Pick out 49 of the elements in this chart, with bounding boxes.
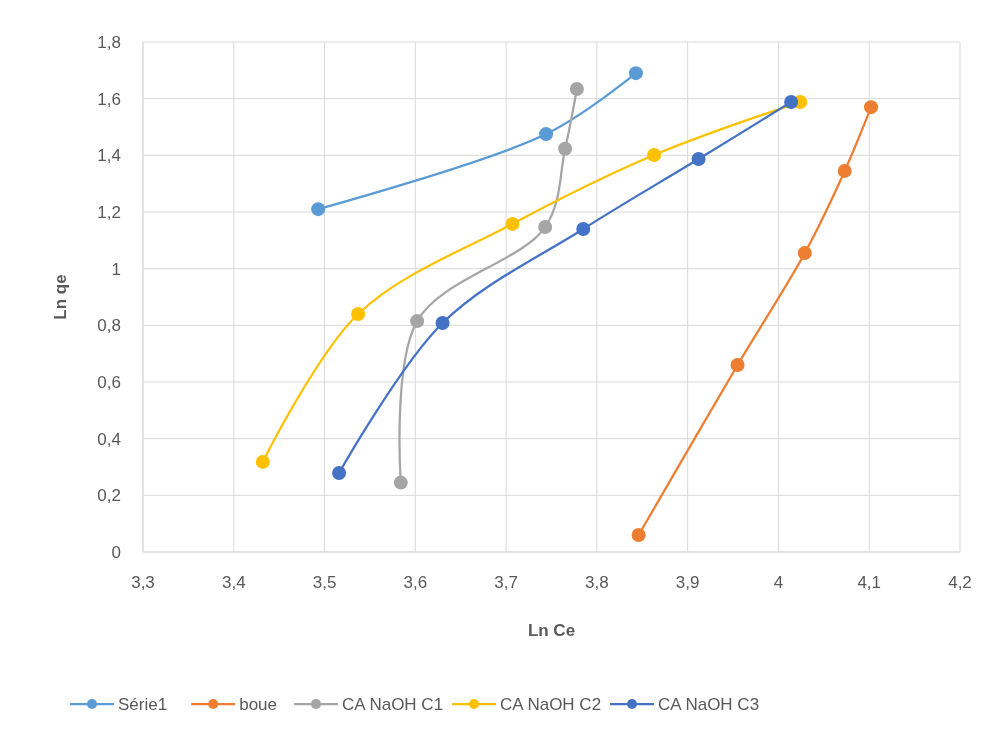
y-tick-label: 1,4	[97, 146, 121, 166]
legend-label: CA NaOH C2	[500, 695, 602, 714]
point	[784, 95, 799, 110]
point	[864, 100, 879, 115]
point	[569, 82, 584, 97]
y-tick-label: 0	[111, 543, 121, 562]
x-tick-label: 3,9	[675, 573, 700, 592]
point	[255, 454, 270, 469]
x-axis-title: Ln Ce	[527, 621, 576, 640]
point	[558, 141, 573, 156]
point	[410, 314, 425, 329]
y-tick-label: 1,2	[97, 203, 121, 222]
point	[628, 66, 643, 81]
y-tick-label: 0,6	[97, 373, 121, 392]
y-tick-label: 0,2	[97, 486, 121, 506]
y-tick-label: 1,8	[97, 33, 121, 52]
point	[311, 202, 326, 217]
point	[576, 222, 591, 236]
y-tick-label: 0,4	[97, 429, 121, 449]
legend-label: Série1	[118, 695, 168, 714]
x-tick-label: 3,4	[221, 573, 246, 592]
point	[539, 127, 554, 142]
legend-label: CA NaOH C3	[658, 695, 760, 714]
point	[691, 152, 706, 167]
point	[631, 528, 646, 542]
point	[647, 148, 662, 163]
x-tick-label: 3,5	[312, 573, 337, 592]
y-tick-label: 1,6	[97, 89, 121, 109]
x-tick-label: 3,3	[131, 573, 155, 592]
point	[730, 358, 745, 372]
x-tick-label: 4	[773, 573, 784, 592]
point	[837, 163, 852, 178]
x-tick-label: 3,7	[494, 573, 518, 592]
x-tick-label: 3,6	[403, 573, 428, 592]
point	[332, 465, 347, 480]
x-tick-label: 4,2	[948, 573, 972, 592]
y-axis-title: Ln qe	[51, 274, 70, 320]
point	[797, 246, 812, 261]
point	[393, 475, 408, 490]
legend-label: CA NaOH C1	[342, 695, 444, 714]
point	[538, 220, 553, 235]
legend-label: boue	[239, 695, 278, 714]
x-tick-label: 3,8	[585, 573, 609, 592]
y-tick-label: 1	[111, 259, 121, 279]
x-tick-label: 4,1	[857, 573, 882, 592]
point	[435, 316, 450, 331]
y-tick-label: 0,8	[97, 316, 121, 336]
point	[351, 307, 366, 321]
point	[505, 216, 520, 231]
